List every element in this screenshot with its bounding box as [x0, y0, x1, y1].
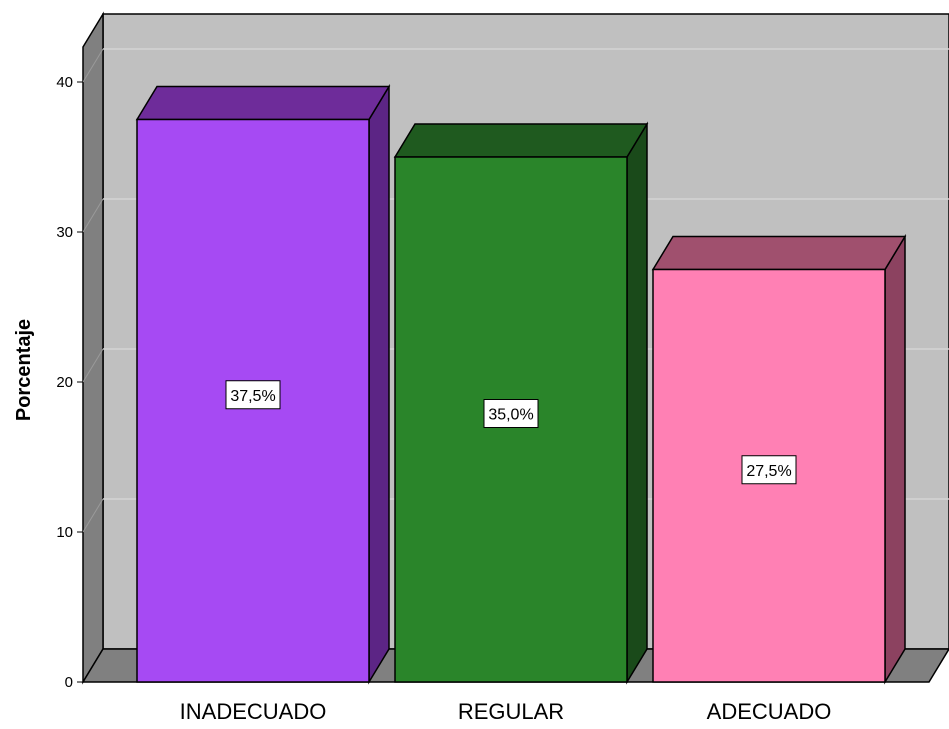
y-axis-ticks: 0 10 20 30 40	[56, 74, 83, 691]
data-labels: 37,5% 35,0% 27,5%	[225, 380, 797, 485]
gridline-side	[82, 48, 104, 83]
bar-side	[626, 121, 648, 685]
bar-side	[368, 83, 390, 685]
bar	[136, 118, 370, 683]
bar-side	[884, 233, 906, 685]
y-tick-label: 10	[56, 524, 73, 541]
data-label: 27,5%	[746, 463, 791, 480]
y-tick-label: 0	[65, 674, 73, 691]
data-label: 35,0%	[488, 407, 533, 424]
gridline-side	[82, 198, 104, 233]
x-category-label: REGULAR	[458, 699, 564, 724]
bar-top	[135, 85, 391, 121]
data-label: 37,5%	[230, 388, 275, 405]
left-wall	[82, 11, 104, 685]
gridline-side	[82, 498, 104, 533]
bars	[135, 83, 907, 685]
bar-top	[651, 235, 907, 271]
gridline-side	[82, 348, 104, 383]
x-axis-categories: INADECUADO REGULAR ADECUADO	[180, 699, 832, 724]
bar-top	[393, 123, 649, 158]
data-label-box	[741, 455, 797, 485]
data-label-box	[483, 399, 539, 428]
y-axis-title: Porcentaje	[13, 319, 35, 421]
x-category-label: INADECUADO	[180, 699, 327, 724]
data-label-box	[225, 380, 281, 410]
x-category-label: ADECUADO	[707, 699, 832, 724]
y-tick-label: 20	[56, 374, 73, 391]
y-tick-label: 40	[56, 74, 73, 91]
y-tick-label: 30	[56, 224, 73, 241]
